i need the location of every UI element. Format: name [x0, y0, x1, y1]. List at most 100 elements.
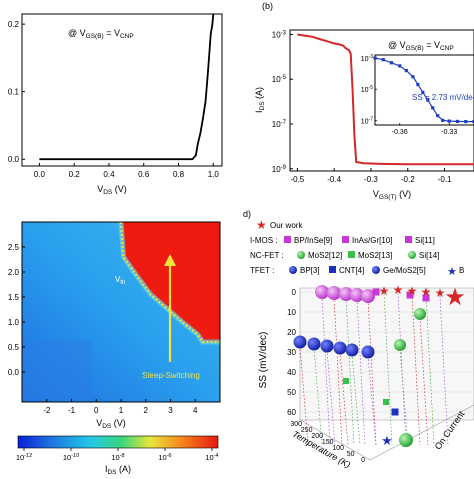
legend-ncfet-group: NC-FET : [250, 251, 284, 260]
panel-b-x-axis-label: VGS(T) (V) [373, 189, 411, 201]
legend-our-work-label: Our work [270, 221, 303, 230]
panel-d-dropline [333, 296, 343, 446]
panel-d-dropline [425, 294, 435, 446]
panel-a-iv-curve [39, 13, 215, 161]
panel-c-y-tick-label: 1.5 [8, 293, 20, 302]
panel-d-z-tick-label: 0 [292, 288, 297, 297]
panel-d-imos-square [372, 288, 380, 296]
legend-ncfet-si-label: Si[14] [419, 251, 439, 260]
panel-d-ncfet-ball [399, 433, 413, 447]
panel-b-inset-point [455, 119, 460, 124]
legend-tfet-group: TFET : [250, 266, 274, 275]
panel-a-plot-frame [21, 13, 223, 167]
panel-b-y-tick-label: 10-7 [272, 120, 287, 129]
panel-d-x-tick-label: 300 [290, 421, 302, 428]
panel-b-inset-point [398, 64, 402, 68]
panel-c-y-tick-label: 0.0 [8, 368, 20, 377]
panel-b-inset-curve [374, 57, 474, 123]
panel-b-inset-point [411, 75, 415, 79]
panel-d-floor-left-edge [299, 419, 371, 461]
panel-d-x-tick-label: 200 [311, 433, 323, 440]
panel-a-y-tick-label: 0.0 [8, 155, 20, 164]
panel-b-inset-y-tick-label: 10-7 [361, 116, 373, 125]
panel-d-tfet-ball [293, 335, 307, 349]
panel-c-arrow-label: Steep-Switching [142, 371, 200, 380]
panel-d-dropline [321, 295, 331, 446]
panel-d-z-tick-label: 10 [287, 308, 296, 317]
panel-d-our-work-star: ★ [435, 286, 446, 300]
panel-d-dropline [351, 353, 361, 446]
panel-c-x-tick-label: -1 [68, 406, 76, 415]
panel-b-x-ticks: -0.5 -0.4 -0.3 -0.2 -0.1 [290, 168, 452, 184]
panel-d-z-axis-label: SS (mV/dec) [258, 332, 269, 389]
panel-b-label: (b) [262, 1, 273, 11]
panel-d-x-tick-label: 100 [332, 445, 344, 452]
panel-d-markers: ★ ★ ★ ★ ★★★ [293, 283, 466, 448]
panel-d-imos-ball [361, 289, 375, 303]
panel-c-y-tick-label: 0.5 [8, 343, 20, 352]
legend-tfet-b-label: B [459, 266, 464, 275]
panel-b-inset-point [426, 98, 430, 102]
legend-ncfet-mos2-a-marker [297, 251, 305, 259]
panel-c-x-tick-label: 0 [94, 406, 99, 415]
panel-b-inset-point [436, 114, 440, 118]
panel-c-y-tick-label: 2.0 [8, 268, 20, 277]
legend-imos-si-label: Si[11] [415, 236, 435, 245]
panel-b-inset-x-ticks: -0.36 -0.33 [392, 123, 457, 136]
panel-d-z-ticks: 0 10 20 30 40 50 60 [287, 288, 296, 417]
panel-c-y-tick-label: 2.5 [8, 243, 20, 252]
panel-c-x-axis-label: VDS (V) [96, 418, 126, 430]
panel-b-inset-point [416, 82, 420, 87]
panel-b-y-tick-label: 10-5 [272, 75, 287, 84]
panel-b-x-tick-label: -0.2 [401, 175, 415, 184]
panel-b-inset-point [373, 56, 377, 60]
panel-c-steep-switching-arrow [164, 254, 176, 362]
panel-b-inset-y-tick-label: 10-5 [361, 85, 373, 94]
panel-d-tfet-star: ★ [381, 433, 393, 448]
legend-imos-bp-insen-marker [284, 236, 291, 243]
panel-d-x-tick-label: 0 [361, 457, 365, 464]
panel-d-x-tick-label: 50 [347, 451, 355, 458]
panel-d-imos-square [406, 291, 414, 299]
panel-a-x-axis-label: VDS (V) [97, 184, 127, 196]
panel-b-inset-point [404, 68, 408, 73]
panel-d-our-work-star: ★ [379, 284, 390, 298]
panel-c-x-ticks: -2 -1 0 1 2 3 4 [43, 399, 198, 415]
panel-d-tfet-ball [345, 343, 359, 357]
legend-imos-inas-gr-label: InAs/Gr[10] [352, 236, 392, 245]
panel-d-tfet-ball [307, 337, 321, 351]
legend-tfet-cnt-label: CNT[4] [339, 266, 364, 275]
panel-a-x-tick-label: 0.8 [173, 170, 185, 179]
panel-d-our-work-star-large: ★ [444, 284, 466, 311]
legend-imos-si-marker [405, 236, 412, 243]
panel-c-colorbar-tick-label: 10-8 [111, 453, 124, 462]
panel-b-inset-point [421, 90, 425, 94]
panel-c-colorbar-tick-label: 10-10 [63, 453, 79, 462]
panel-b-inset-ss-label: SS = 2.73 mV/dec [412, 93, 474, 102]
panel-c-x-tick-label: 4 [193, 406, 198, 415]
legend-ncfet-mos2-b-marker [348, 251, 355, 258]
panel-b-y-tick-label: 10-3 [272, 30, 287, 39]
legend-our-work-marker: ★ [256, 218, 267, 232]
panel-b-y-tick-label: 10-9 [272, 165, 287, 174]
panel-b-chart: (b) -0.5 -0.4 -0.3 -0.2 -0.1 10-3 10-5 10-7 10-… [254, 1, 474, 201]
legend-imos-inas-gr-marker [342, 236, 349, 243]
legend-tfet-bp-marker [289, 266, 297, 274]
panel-b-inset-x-tick-label: -0.36 [392, 129, 408, 136]
panel-c-y-tick-label: 1.0 [8, 318, 20, 327]
legend-tfet-ge-mos2-label: Ge/MoS2[5] [383, 266, 426, 275]
panel-b-y-axis-label: IDS (A) [254, 87, 266, 113]
panel-a-x-tick-label: 0.4 [103, 170, 115, 179]
panel-c-x-tick-label: -2 [43, 406, 51, 415]
panel-c-vth-boundary [119, 222, 220, 344]
panel-a-y-tick-label: 0.2 [8, 20, 20, 29]
panel-c-colorbar [17, 435, 219, 449]
legend-ncfet-si-marker [408, 251, 416, 259]
panel-d-dropline [367, 355, 377, 446]
panel-b-inset-point [472, 119, 474, 124]
panel-d-imos-ball [350, 288, 364, 302]
panel-b-inset-point [441, 118, 445, 122]
panel-d-ncfet-square [343, 378, 349, 384]
panel-d-imos-square [422, 294, 430, 302]
panel-c-x-tick-label: 1 [119, 406, 124, 415]
